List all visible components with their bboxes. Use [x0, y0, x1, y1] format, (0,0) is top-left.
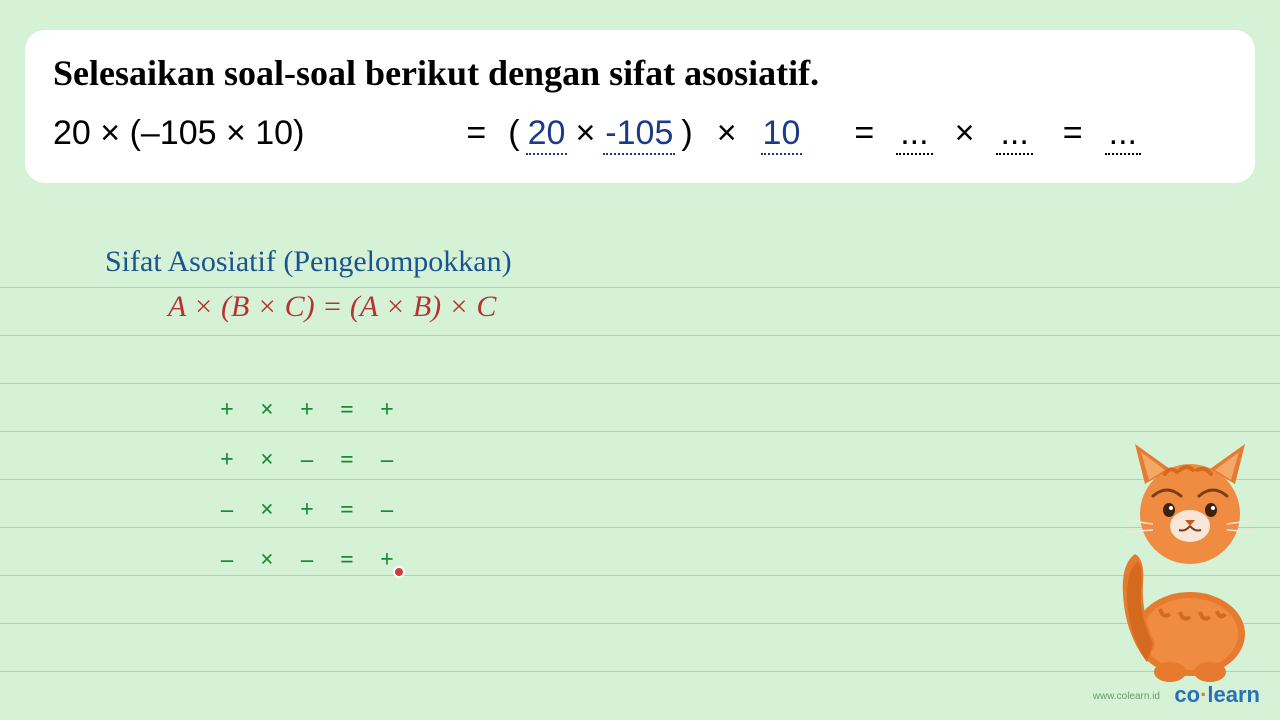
associative-formula: A × (B × C) = (A × B) × C [168, 290, 496, 324]
eq-equals: = [1063, 114, 1083, 153]
subtitle: Sifat Asosiatif (Pengelompokkan) [105, 245, 512, 279]
sign-row: + × – = – [218, 435, 396, 485]
eq-fill-b: -105 [603, 114, 675, 155]
laser-pointer-icon [393, 566, 405, 578]
sign-row: – × – = + [218, 535, 396, 585]
sign-rules-table: + × + = + + × – = – – × + = – – × – = + [218, 385, 396, 585]
question-title: Selesaikan soal-soal berikut dengan sifa… [53, 52, 1227, 94]
sign-row: + × + = + [218, 385, 396, 435]
question-card: Selesaikan soal-soal berikut dengan sifa… [25, 30, 1255, 183]
eq-blank: ... [896, 114, 932, 155]
eq-equals: = [466, 114, 486, 153]
brand-logo: co·learn [1174, 682, 1260, 708]
eq-times: × [955, 114, 975, 153]
eq-paren-open: ( [508, 114, 519, 153]
eq-equals: = [854, 114, 874, 153]
eq-blank: ... [1105, 114, 1141, 155]
sign-row: – × + = – [218, 485, 396, 535]
eq-times: × [575, 114, 595, 153]
equation-row: 20 × (–105 × 10) = ( 20 × -105 ) × 10 = … [53, 114, 1227, 155]
eq-paren-close: ) [681, 114, 692, 153]
eq-times: × [717, 114, 737, 153]
eq-blank: ... [996, 114, 1032, 155]
eq-fill-c: 10 [761, 114, 803, 155]
eq-fill-a: 20 [526, 114, 568, 155]
eq-lhs: 20 × (–105 × 10) [53, 114, 304, 153]
cat-mascot-icon [1105, 434, 1270, 684]
footer-url: www.colearn.id [1093, 691, 1160, 702]
